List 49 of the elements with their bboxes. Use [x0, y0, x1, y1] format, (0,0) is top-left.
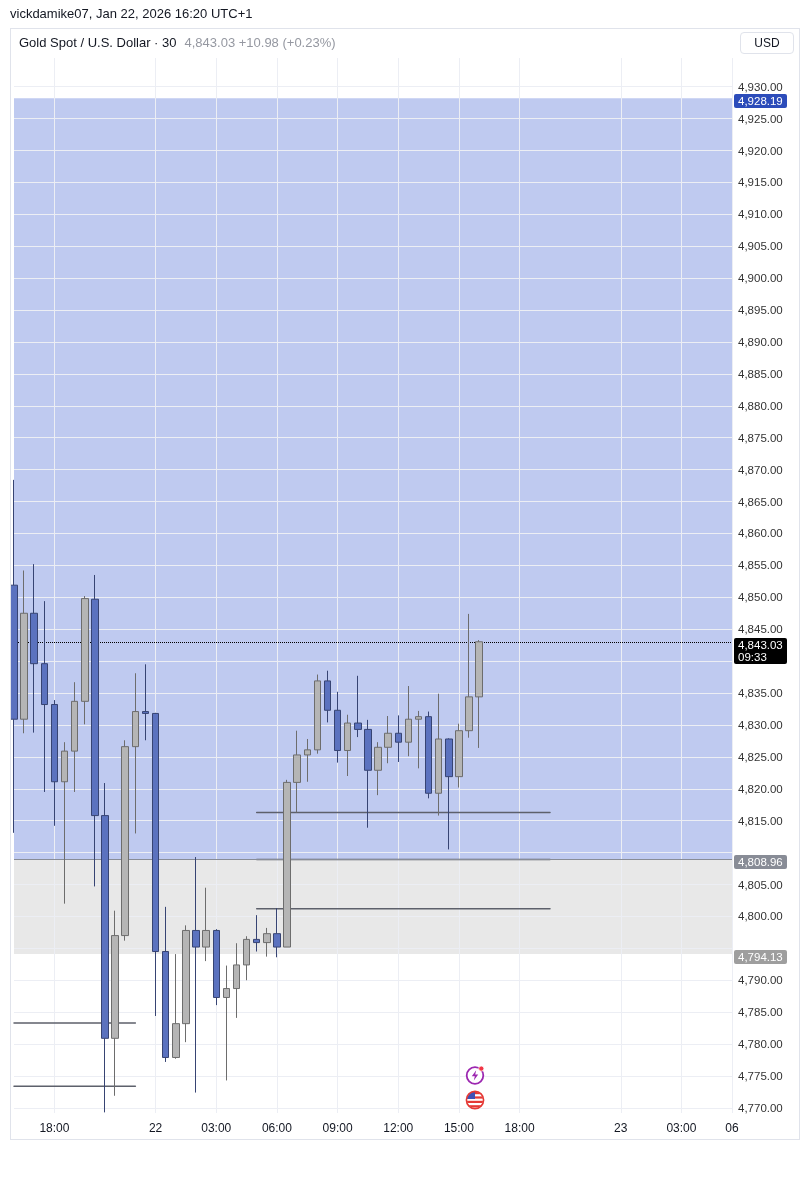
band-label: 4,794.13 — [734, 949, 787, 964]
y-tick-label: 4,835.00 — [738, 687, 783, 700]
x-tick-label: 18:00 — [39, 1121, 70, 1135]
x-tick-label: 06:00 — [261, 1121, 293, 1135]
y-tick-label: 4,825.00 — [738, 750, 783, 763]
y-tick-label: 4,895.00 — [738, 304, 783, 317]
text: vickdamike07, Jan 22, 2026 16:20 UTC+1 — [10, 6, 253, 22]
y-tick-label: 4,905.00 — [738, 240, 783, 253]
y-tick-label: 4,845.00 — [738, 623, 783, 636]
y-tick-label: 4,915.00 — [738, 176, 783, 189]
y-tick-label: 4,820.00 — [738, 782, 783, 795]
y-tick-label: 4,930.00 — [738, 80, 783, 93]
x-tick-label: 03:00 — [201, 1121, 232, 1135]
y-tick-label: 4,920.00 — [738, 144, 783, 157]
y-tick-label: 4,815.00 — [738, 814, 783, 827]
y-tick-label: 4,775.00 — [738, 1069, 783, 1082]
y-tick-label: 4,885.00 — [738, 367, 783, 380]
x-tick-label: 15:00 — [443, 1121, 475, 1135]
x-tick-label: 06 — [725, 1121, 739, 1135]
y-tick-label: 4,850.00 — [738, 591, 783, 604]
y-axis-title: USD — [740, 32, 794, 54]
y-tick-label: 4,875.00 — [738, 431, 783, 444]
x-tick-label: 18:00 — [504, 1121, 535, 1135]
y-tick-label: 4,800.00 — [738, 910, 783, 923]
x-tick-label: 12:00 — [383, 1121, 414, 1135]
ref-line-label: 4,808.96 — [734, 855, 787, 870]
x-tick-label: 09:00 — [322, 1121, 353, 1135]
y-tick-label: 4,910.00 — [738, 208, 783, 221]
y-tick-label: 4,770.00 — [738, 1101, 783, 1114]
y-tick-label: 4,830.00 — [738, 718, 783, 731]
y-tick-label: 4,890.00 — [738, 336, 783, 349]
y-tick-label: 4,780.00 — [738, 1038, 783, 1051]
band-label: 4,928.19 — [734, 94, 787, 109]
ref-line-label: 4,843.03 09:33 — [734, 637, 787, 664]
y-tick-label: 4,870.00 — [738, 463, 783, 476]
y-tick-label: 4,865.00 — [738, 495, 783, 508]
x-tick-label: 03:00 — [666, 1121, 697, 1135]
y-tick-label: 4,900.00 — [738, 272, 783, 285]
x-tick-label: 23 — [614, 1121, 628, 1135]
chart-title: Gold Spot / U.S. Dollar · 30 — [19, 35, 177, 50]
y-tick-label: 4,785.00 — [738, 1006, 783, 1019]
y-tick-label: 4,855.00 — [738, 559, 783, 572]
x-tick-label: 22 — [148, 1121, 163, 1135]
chart-subtitle: 4,843.03 +10.98 (+0.23%) — [184, 35, 336, 50]
y-tick-label: 4,880.00 — [738, 399, 783, 412]
y-tick-label: 4,925.00 — [738, 112, 783, 125]
y-tick-label: 4,790.00 — [738, 974, 783, 987]
y-tick-label: 4,805.00 — [738, 878, 783, 891]
y-tick-label: 4,860.00 — [738, 527, 783, 540]
